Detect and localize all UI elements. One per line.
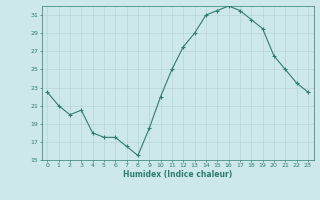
X-axis label: Humidex (Indice chaleur): Humidex (Indice chaleur) — [123, 170, 232, 179]
